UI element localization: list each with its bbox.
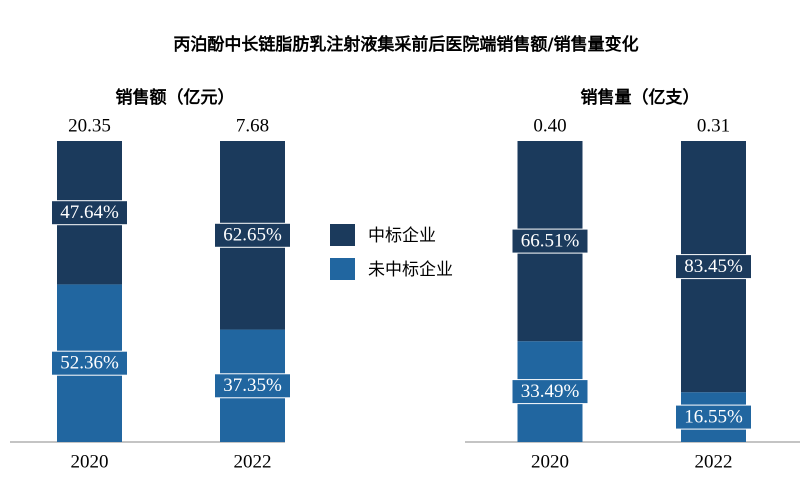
total-label: 0.40 — [533, 115, 566, 136]
x-tick-label: 2022 — [695, 451, 733, 472]
x-tick-label: 2020 — [71, 451, 109, 472]
total-label: 20.35 — [68, 115, 111, 136]
value-label-box — [51, 350, 128, 376]
value-label: 62.65% — [223, 225, 282, 246]
legend-swatch — [330, 258, 355, 280]
value-label-box — [214, 222, 291, 248]
value-label: 83.45% — [684, 256, 743, 277]
value-label: 47.64% — [60, 202, 119, 223]
x-tick-label: 2022 — [234, 451, 272, 472]
value-label-box — [675, 254, 752, 280]
value-label: 66.51% — [521, 230, 580, 251]
subplot-title: 销售量（亿支） — [581, 87, 700, 108]
value-label: 52.36% — [60, 353, 119, 374]
value-label-box — [51, 200, 128, 226]
value-label: 16.55% — [684, 406, 743, 427]
value-label: 33.49% — [521, 381, 580, 402]
page-title: 丙泊酚中长链脂肪乳注射液集采前后医院端销售额/销售量变化 — [173, 34, 638, 55]
value-label-box — [214, 373, 291, 399]
legend-label: 未中标企业 — [368, 260, 453, 280]
total-label: 0.31 — [697, 115, 730, 136]
total-label: 7.68 — [236, 115, 269, 136]
x-tick-label: 2020 — [531, 451, 569, 472]
value-label-box — [511, 379, 589, 405]
value-label: 37.35% — [223, 375, 282, 396]
legend-label: 中标企业 — [368, 226, 436, 246]
legend-swatch — [330, 224, 355, 246]
value-label-box — [511, 228, 589, 254]
value-label-box — [675, 404, 752, 430]
subplot-title: 销售额（亿元） — [116, 87, 235, 108]
